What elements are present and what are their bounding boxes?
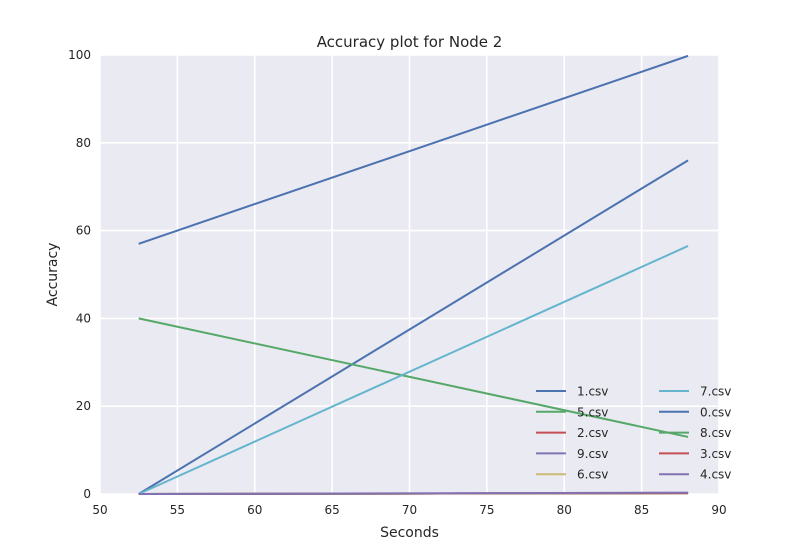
legend-item-9-csv: 9.csv (536, 447, 608, 461)
x-tick-label: 55 (170, 503, 185, 517)
legend-label: 7.csv (700, 385, 731, 399)
legend-label: 8.csv (700, 426, 731, 440)
series-line-7-csv (138, 245, 689, 495)
legend: 1.csv 5.csv 2.csv 9.csv 6.csv 7.csv 0.csv 8.csv… (536, 385, 731, 482)
series-line-1-csv (138, 159, 689, 495)
x-tick-label: 75 (479, 503, 494, 517)
legend-item-0-csv: 0.csv (659, 405, 731, 419)
legend-label: 0.csv (700, 405, 731, 419)
y-axis-label: Accuracy (45, 243, 61, 307)
x-tick-label: 70 (402, 503, 417, 517)
x-tick-label: 65 (324, 503, 339, 517)
legend-item-1-csv: 1.csv (536, 385, 608, 399)
x-tick-label: 85 (634, 503, 649, 517)
y-tick-label: 40 (76, 311, 91, 325)
x-tick-labels: 50 55 60 65 70 75 80 85 90 (92, 503, 726, 517)
y-tick-label: 80 (76, 136, 91, 150)
legend-label: 6.csv (577, 468, 608, 482)
x-axis-label: Seconds (380, 525, 439, 541)
series-line-4-csv (138, 491, 689, 495)
x-tick-label: 60 (247, 503, 262, 517)
legend-label: 1.csv (577, 385, 608, 399)
legend-item-3-csv: 3.csv (659, 447, 731, 461)
x-tick-label: 90 (711, 503, 726, 517)
legend-item-7-csv: 7.csv (659, 385, 731, 399)
y-tick-labels: 0 20 40 60 80 100 (68, 48, 91, 501)
x-tick-label: 80 (557, 503, 572, 517)
x-tick-label: 50 (92, 503, 107, 517)
chart-title: Accuracy plot for Node 2 (317, 33, 503, 51)
legend-item-6-csv: 6.csv (536, 468, 608, 482)
legend-item-2-csv: 2.csv (536, 426, 608, 440)
series-lines (138, 54, 689, 495)
legend-label: 9.csv (577, 447, 608, 461)
series-line-5-csv (138, 317, 689, 438)
legend-item-4-csv: 4.csv (659, 468, 731, 482)
legend-label: 2.csv (577, 426, 608, 440)
legend-item-8-csv: 8.csv (659, 426, 731, 440)
series-line-0-csv (138, 54, 689, 245)
legend-label: 4.csv (700, 468, 731, 482)
y-tick-label: 100 (68, 48, 91, 62)
y-tick-label: 60 (76, 224, 91, 238)
legend-label: 5.csv (577, 405, 608, 419)
y-tick-label: 0 (83, 487, 91, 501)
y-tick-label: 20 (76, 399, 91, 413)
legend-label: 3.csv (700, 447, 731, 461)
legend-item-5-csv: 5.csv (536, 405, 608, 419)
